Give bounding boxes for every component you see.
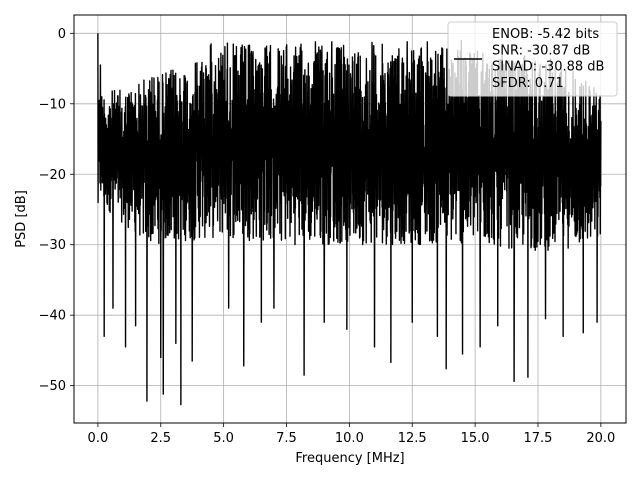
axis-ticks: 0.0 2.5 5.0 7.5 10.0 12.5 15.0 17.5 20.0 0 −10 −20 −…: [39, 27, 616, 446]
y-tick-label: −30: [39, 238, 66, 253]
y-tick-label: −40: [39, 309, 66, 324]
x-tick-label: 2.5: [150, 431, 171, 446]
x-tick-label: 5.0: [213, 431, 234, 446]
x-tick-label: 15.0: [461, 431, 490, 446]
x-tick-label: 10.0: [335, 431, 364, 446]
x-tick-label: 17.5: [524, 431, 553, 446]
y-axis-label: PSD [dB]: [14, 190, 29, 248]
legend-enob: ENOB: -5.42 bits: [492, 27, 599, 42]
x-tick-label: 12.5: [398, 431, 427, 446]
legend-box: [447, 21, 618, 97]
y-tick-label: 0: [58, 27, 66, 42]
x-tick-label: 7.5: [276, 431, 297, 446]
legend-snr: SNR: -30.87 dB: [492, 43, 590, 58]
psd-series-line: [97, 33, 602, 406]
x-tick-label: 0.0: [88, 431, 109, 446]
x-axis-label: Frequency [MHz]: [295, 451, 404, 466]
legend-sinad: SINAD: -30.88 dB: [492, 60, 604, 75]
y-tick-label: −20: [39, 168, 66, 183]
legend-sfdr: SFDR: 0.71: [492, 76, 564, 91]
psd-trace: [97, 33, 602, 406]
y-tick-label: −10: [39, 97, 66, 112]
legend: ENOB: -5.42 bits SNR: -30.87 dB SINAD: -…: [447, 21, 618, 97]
plot-frame: [73, 14, 627, 424]
y-tick-label: −50: [39, 379, 66, 394]
x-tick-label: 20.0: [586, 431, 615, 446]
